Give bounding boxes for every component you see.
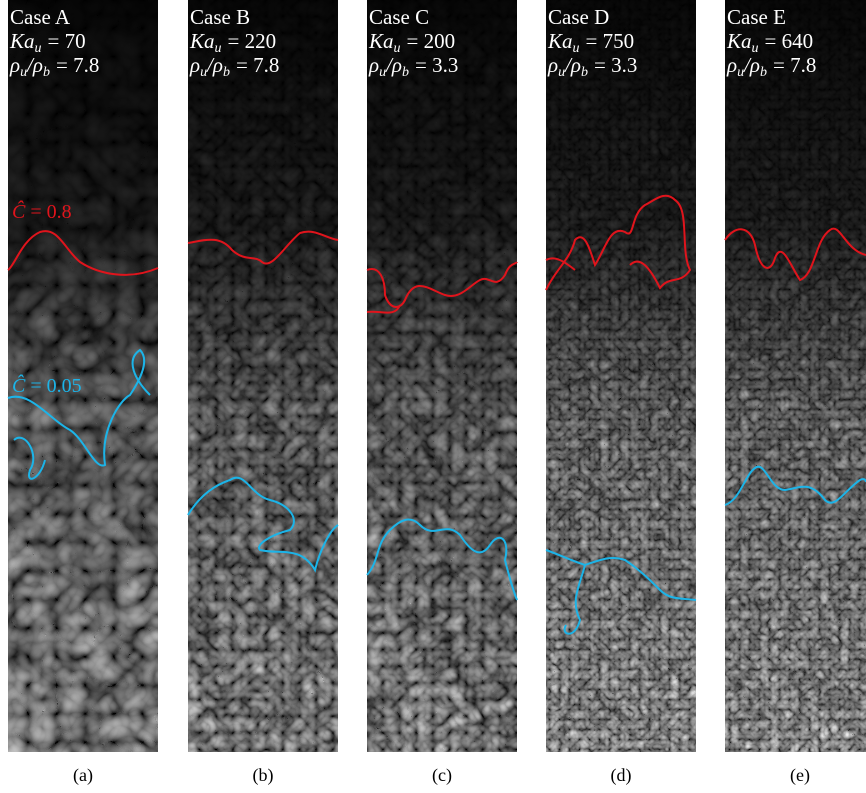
ka-value: = 220 [228,29,277,53]
density-value: = 7.8 [773,53,816,77]
subfigure-caption: (d) [611,765,632,786]
unburnt-shade [546,0,696,752]
density-value: = 3.3 [415,53,458,77]
karlovitz-label: Kau= 200 [368,29,455,56]
subfigure-caption: (a) [73,765,93,786]
cyan-contour-label: Ĉ= 0.05 [12,373,82,397]
case-label: Case C [369,5,429,29]
karlovitz-label: Kau= 640 [726,29,813,56]
karlovitz-label: Kau= 220 [189,29,276,56]
rho-sub: u [737,65,744,80]
subfigure-caption: (b) [253,765,274,786]
ka-value: = 70 [48,29,86,53]
density-value: = 3.3 [594,53,637,77]
rho-sub: u [20,65,27,80]
contour-symbol: Ĉ [12,199,26,223]
contour-value: = 0.05 [30,375,81,397]
contour-value: = 0.8 [30,201,71,223]
case-label: Case B [190,5,250,29]
karlovitz-label: Kau= 70 [9,29,86,56]
ka-symbol: Ka [547,29,573,53]
figure: Case AKau= 70ρu/ρb= 7.8(a)Case BKau= 220… [0,0,866,793]
rho-sub: b [760,65,767,80]
rho-sub: b [581,65,588,80]
rho: ρ [9,53,20,77]
rho: ρ [189,53,200,77]
ka-symbol: Ka [189,29,215,53]
rho: /ρ [564,53,581,77]
case-label: Case D [548,5,609,29]
rho-sub: u [558,65,565,80]
karlovitz-label: Kau= 750 [547,29,634,56]
unburnt-shade [367,0,517,752]
unburnt-shade [188,0,338,752]
contour-symbol: Ĉ [12,373,26,397]
ka-symbol: Ka [9,29,35,53]
rho: /ρ [26,53,43,77]
rho-sub: u [379,65,386,80]
rho-sub: b [223,65,230,80]
rho: ρ [726,53,737,77]
rho: /ρ [385,53,402,77]
density-value: = 7.8 [236,53,279,77]
red-contour-label: Ĉ= 0.8 [12,199,72,223]
rho: /ρ [743,53,760,77]
density-value: = 7.8 [56,53,99,77]
rho: ρ [368,53,379,77]
rho-sub: b [402,65,409,80]
ka-value: = 640 [765,29,814,53]
case-label: Case E [727,5,786,29]
rho-sub: u [200,65,207,80]
unburnt-shade [725,0,866,752]
rho-sub: b [43,65,50,80]
ka-symbol: Ka [726,29,752,53]
rho: ρ [547,53,558,77]
subfigure-caption: (c) [432,765,452,786]
rho: /ρ [206,53,223,77]
ka-value: = 200 [407,29,456,53]
ka-value: = 750 [586,29,635,53]
ka-symbol: Ka [368,29,394,53]
subfigure-caption: (e) [790,765,810,786]
case-label: Case A [10,5,71,29]
